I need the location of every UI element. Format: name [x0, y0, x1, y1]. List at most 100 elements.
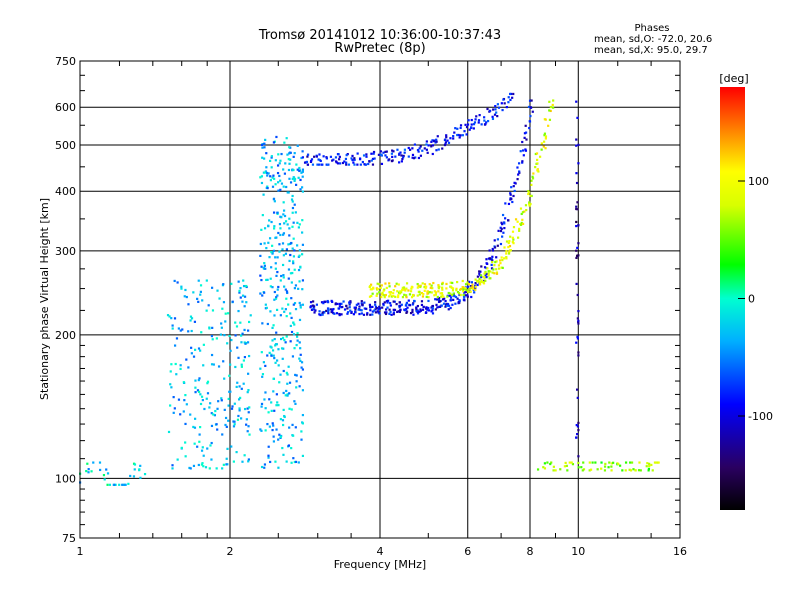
data-point [240, 341, 243, 344]
data-point [273, 337, 276, 341]
data-point [374, 311, 377, 314]
data-point [348, 306, 351, 309]
data-point [219, 333, 223, 336]
data-point [487, 272, 490, 275]
data-point [396, 295, 400, 299]
data-point [427, 296, 430, 299]
data-point [298, 249, 301, 252]
data-point [356, 163, 359, 166]
data-point [338, 305, 341, 308]
data-point [521, 211, 525, 214]
data-point [360, 309, 363, 312]
data-point [230, 445, 233, 448]
data-point [503, 102, 506, 105]
data-point [294, 402, 297, 405]
grid [80, 61, 680, 538]
data-point [442, 302, 446, 305]
data-point [118, 483, 121, 486]
data-point [285, 371, 288, 374]
data-point [168, 315, 171, 318]
data-point [228, 374, 231, 377]
data-point [260, 265, 263, 268]
data-point [340, 302, 343, 305]
data-point [289, 158, 292, 161]
data-point [189, 319, 192, 322]
data-point [529, 114, 532, 118]
data-point [275, 393, 278, 396]
data-point [392, 289, 395, 292]
data-point [236, 418, 240, 421]
data-point [184, 441, 187, 444]
data-point [243, 356, 246, 359]
data-point [260, 405, 263, 408]
data-point [232, 460, 235, 463]
data-point [320, 313, 324, 316]
data-point [466, 123, 470, 126]
data-point [139, 476, 142, 479]
data-point [426, 308, 429, 311]
data-point [124, 483, 127, 486]
data-point [293, 400, 296, 403]
data-point [427, 306, 430, 310]
data-point [196, 389, 200, 392]
data-point [268, 398, 271, 401]
data-point [299, 347, 302, 350]
data-point [396, 290, 399, 293]
data-point [338, 312, 341, 316]
data-point [241, 332, 244, 335]
data-point [428, 283, 431, 286]
data-point [372, 150, 376, 154]
data-point [202, 343, 205, 346]
data-point [514, 218, 518, 221]
data-point [575, 172, 578, 175]
data-point [210, 353, 214, 357]
phases-title: Phases [634, 23, 669, 34]
data-point [294, 284, 298, 287]
data-point [298, 318, 302, 322]
data-point [480, 123, 483, 126]
data-point [271, 176, 274, 179]
data-point [114, 483, 117, 486]
data-point [239, 296, 242, 299]
colorbar-tick-label: -100 [748, 410, 773, 423]
data-point [286, 373, 289, 376]
data-point [468, 287, 471, 290]
data-point [270, 166, 273, 169]
data-point [470, 295, 473, 299]
data-point [274, 267, 277, 270]
data-point [247, 411, 250, 414]
data-point [492, 108, 495, 111]
data-point [540, 148, 543, 151]
data-point [272, 249, 276, 252]
data-point [399, 304, 402, 307]
data-point [398, 301, 401, 304]
data-point [179, 329, 182, 332]
data-point [276, 294, 279, 297]
data-point [232, 425, 236, 428]
data-point [512, 238, 515, 241]
data-point [289, 340, 292, 343]
data-point [521, 140, 524, 144]
data-point [510, 197, 513, 200]
data-point [488, 257, 492, 260]
data-point [199, 349, 202, 352]
data-point [271, 349, 275, 352]
data-point [214, 409, 217, 413]
data-point [343, 308, 347, 311]
data-point [453, 295, 456, 298]
data-point [381, 293, 384, 296]
data-point [175, 337, 179, 340]
data-point [290, 408, 293, 411]
data-point [275, 296, 278, 299]
data-point [410, 296, 414, 299]
data-point [653, 461, 657, 464]
data-point [92, 461, 95, 464]
data-point [363, 307, 366, 310]
data-point [289, 312, 292, 315]
data-point [242, 284, 246, 288]
data-point [322, 302, 325, 305]
data-point [456, 297, 459, 300]
data-point [291, 169, 294, 172]
data-point [268, 219, 271, 222]
data-point [291, 200, 294, 203]
